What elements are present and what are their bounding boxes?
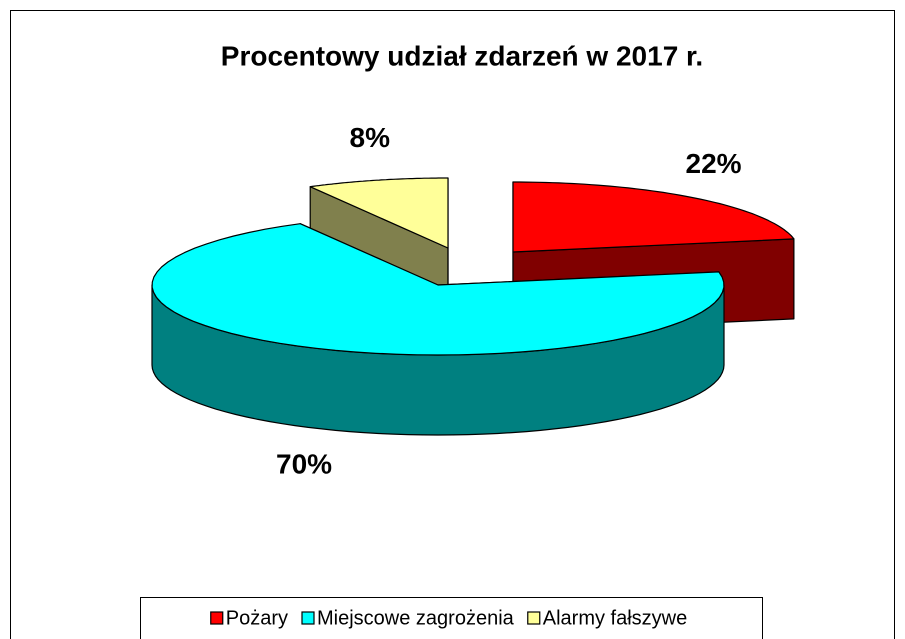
legend-label: Pożary [226,607,288,629]
legend-swatch [210,611,224,625]
slice [309,177,449,249]
slice [151,223,725,356]
chart-title: Procentowy udział zdarzeń w 2017 r. [221,40,703,71]
legend [140,597,763,639]
data-label: 22% [686,148,742,179]
data-label: 8% [350,122,391,153]
legend-swatch [301,611,315,625]
slice [512,181,795,253]
legend-label: Miejscowe zagrożenia [317,607,515,629]
legend-swatch [527,611,541,625]
legend-label: Alarmy fałszywe [543,607,687,629]
data-label: 70% [276,449,332,480]
